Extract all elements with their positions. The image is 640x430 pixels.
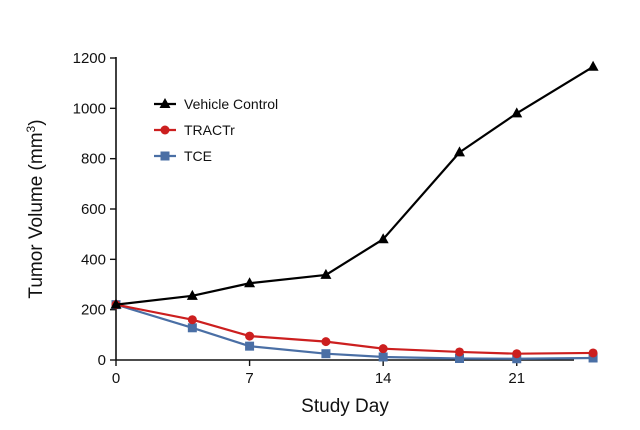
data-point-tractr <box>588 348 598 358</box>
series-line-tce <box>115 303 594 360</box>
y-axis-title: Tumor Volume (mm3) <box>24 119 47 298</box>
data-point-vehicle-control <box>587 60 599 71</box>
x-tick-label: 21 <box>508 370 525 387</box>
series-line-tractr <box>115 303 594 355</box>
legend: Vehicle Control TRACTr TCE <box>154 96 278 164</box>
x-tick-label: 0 <box>112 370 120 387</box>
data-point-tractr <box>245 331 255 341</box>
y-axis-title-main: Tumor Volume (mm <box>26 132 47 298</box>
legend-swatch-marker <box>159 98 171 108</box>
y-tick-label: 400 <box>81 251 106 268</box>
data-point-tractr <box>512 349 522 359</box>
legend-item-tce: TCE <box>154 148 212 164</box>
data-point-tce <box>588 353 598 363</box>
x-axis-title: Study Day <box>301 396 389 417</box>
series-tractr <box>111 300 598 359</box>
legend-swatch-marker <box>160 125 170 135</box>
series-vehicle-control <box>110 60 599 309</box>
data-point-tce <box>378 352 388 362</box>
data-point-tce <box>512 354 522 364</box>
data-point-tce <box>245 341 255 351</box>
y-ticks: 0 200 400 600 800 1000 1200 <box>73 50 116 369</box>
legend-swatch-marker <box>160 151 170 161</box>
y-axis-title-superscript: 3 <box>24 125 38 132</box>
data-point-vehicle-control <box>320 268 332 279</box>
legend-label: TCE <box>184 148 212 164</box>
data-point-tractr <box>187 315 197 325</box>
data-point-tce <box>455 353 464 363</box>
y-tick-label: 600 <box>81 201 106 218</box>
data-point-vehicle-control <box>244 277 256 288</box>
legend-label: TRACTr <box>184 122 235 138</box>
y-tick-label: 1000 <box>73 100 106 117</box>
data-point-tractr <box>321 337 331 347</box>
x-tick-label: 7 <box>245 370 253 387</box>
series-tce <box>111 300 598 364</box>
data-point-tractr <box>455 347 464 357</box>
y-tick-label: 1200 <box>73 50 106 67</box>
data-point-tractr <box>378 344 388 354</box>
data-point-vehicle-control <box>377 233 389 244</box>
series-layer <box>110 60 599 364</box>
x-ticks: 0 7 14 21 <box>112 360 525 387</box>
legend-label: Vehicle Control <box>184 96 278 112</box>
x-tick-label: 14 <box>375 370 392 387</box>
data-point-vehicle-control <box>454 146 465 157</box>
data-point-vehicle-control <box>186 289 198 300</box>
y-tick-label: 0 <box>98 352 106 369</box>
y-axis-title-close: ) <box>26 119 47 125</box>
data-point-vehicle-control <box>511 107 523 118</box>
data-point-vehicle-control <box>110 298 122 309</box>
y-tick-label: 800 <box>81 151 106 168</box>
y-tick-label: 200 <box>81 302 106 319</box>
legend-item-vehicle-control: Vehicle Control <box>154 96 278 112</box>
series-line-vehicle-control <box>115 65 594 306</box>
data-point-tce <box>321 349 331 359</box>
data-point-tce <box>187 323 197 333</box>
legend-item-tractr: TRACTr <box>154 122 235 138</box>
